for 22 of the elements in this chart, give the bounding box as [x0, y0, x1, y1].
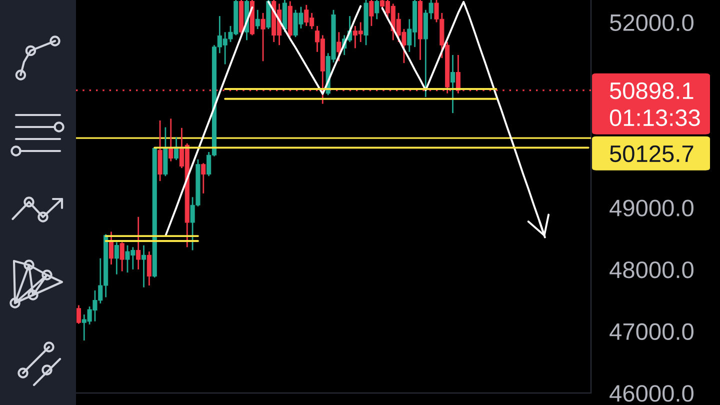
- y-tick-label: 52000.0: [610, 14, 694, 32]
- candlestick: [336, 31, 342, 62]
- candlestick: [120, 242, 124, 272]
- candlestick: [260, 12, 266, 62]
- candlestick: [168, 118, 174, 162]
- y-tick-label: 49000.0: [610, 200, 694, 216]
- candlestick: [255, 9, 260, 30]
- candlestick: [136, 216, 141, 270]
- candlestick: [141, 244, 146, 288]
- y-tick-label: 48000.0: [610, 261, 694, 278]
- candlestick: [450, 54, 456, 114]
- candlestick: [201, 162, 206, 194]
- candlestick: [114, 242, 119, 276]
- candlestick: [76, 304, 81, 324]
- y-tick-label: 47000.0: [610, 323, 694, 340]
- y-tick-label: 46000.0: [610, 385, 694, 402]
- candlestick: [369, 0, 374, 27]
- candlestick: [374, 0, 380, 20]
- ref-line-label: 50898.1: [610, 82, 694, 100]
- ref-line-label: 50125.7: [610, 145, 694, 162]
- text: 01:13:33: [610, 109, 700, 126]
- candlestick: [146, 250, 152, 286]
